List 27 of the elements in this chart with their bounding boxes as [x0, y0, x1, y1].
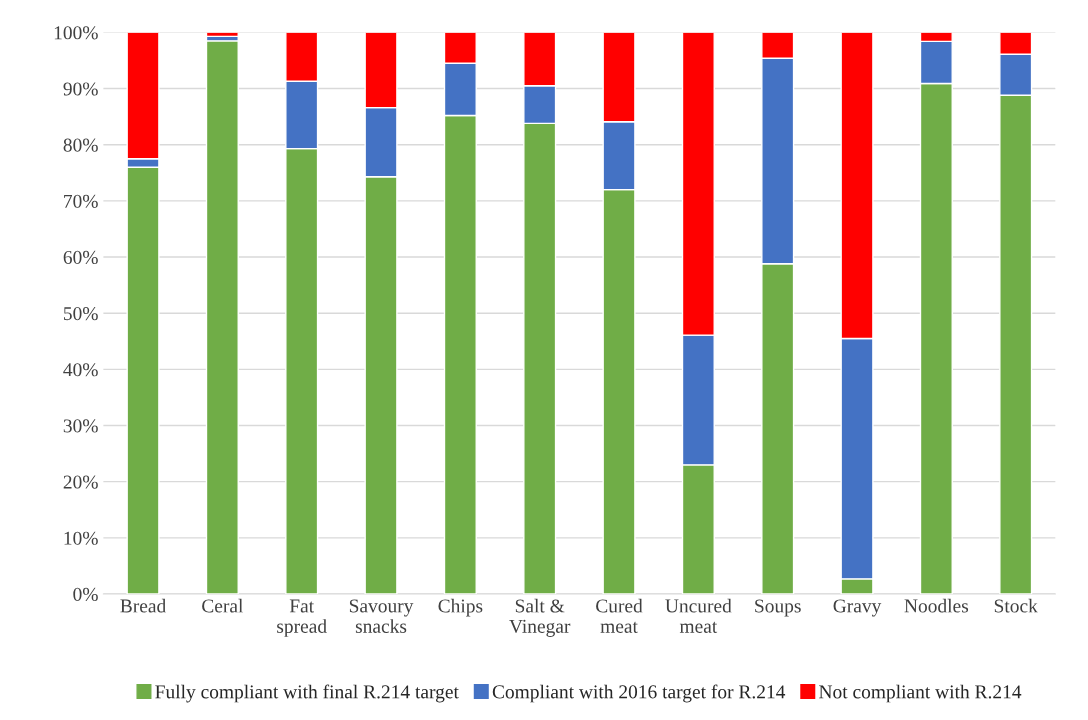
x-tick-label: Bread [120, 598, 166, 613]
y-tick-label: 70% [64, 194, 98, 208]
x-tick-label: Chips [438, 598, 483, 617]
x-tick-label: Salt & Vinegar [509, 598, 571, 637]
x-tick-label: Fat spread [277, 599, 327, 637]
x-tick-label: Savoury snacks [349, 599, 414, 633]
y-tick-label: 30% [63, 419, 98, 433]
legend-label: Fully compliant with final R.214 target [155, 684, 459, 703]
y-tick-label: 90% [63, 82, 98, 96]
y-tick-label: 50% [63, 307, 98, 321]
y-tick-label: 40% [63, 363, 98, 377]
y-tick-label: 20% [63, 475, 98, 489]
x-tick-label: Stock [994, 598, 1038, 613]
x-tick-label: Soups [755, 599, 801, 617]
y-tick-label: 100% [54, 26, 98, 40]
x-tick-label: Gravy [833, 599, 882, 617]
y-tick-label: 0% [73, 587, 98, 601]
x-tick-label: Ceral [202, 598, 244, 613]
x-tick-label: Uncured meat [665, 598, 732, 633]
x-tick-label: Cured meat [596, 598, 643, 633]
x-tick-label: Noodles [904, 598, 969, 613]
legend-label: Not compliant with R.214 [819, 684, 1022, 703]
y-tick-label: 60% [63, 250, 98, 265]
bar [205, 40, 239, 594]
y-tick-label: 80% [63, 138, 98, 152]
y-tick-label: 10% [64, 531, 98, 545]
legend-label: Compliant with 2016 target for R.214 [492, 684, 786, 703]
